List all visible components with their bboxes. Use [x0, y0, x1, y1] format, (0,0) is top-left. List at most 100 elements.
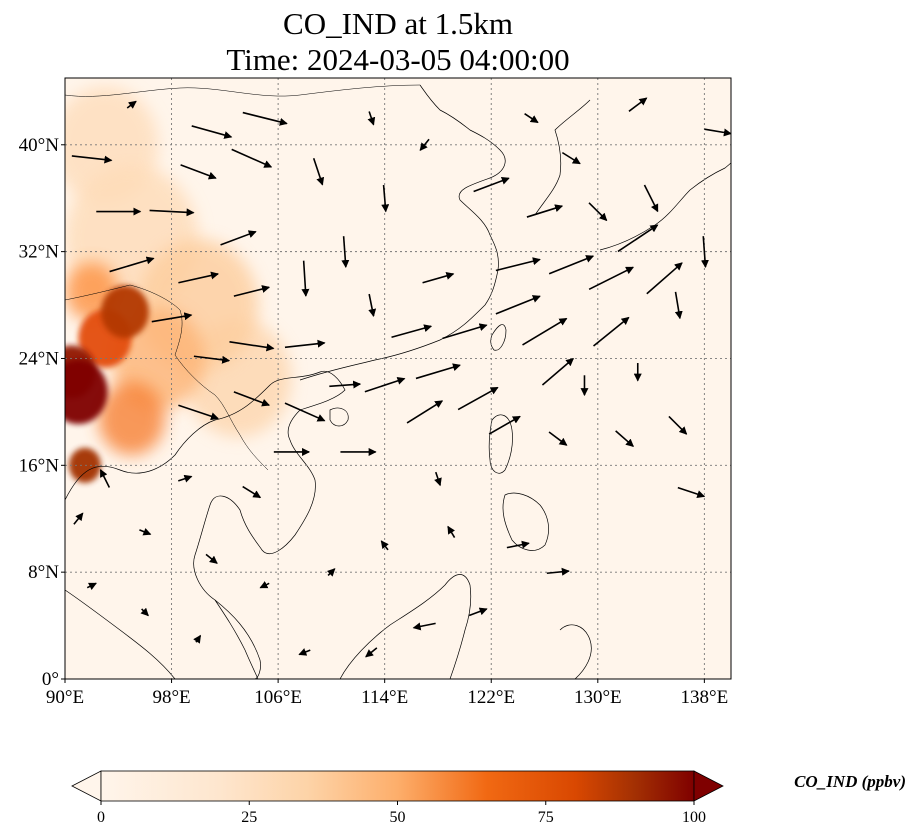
coastline-china: [299, 84, 506, 381]
wind-arrow: [646, 262, 683, 295]
coastline-sumatra: [65, 589, 176, 679]
wind-arrow: [178, 404, 219, 421]
wind-arrow: [588, 266, 635, 291]
wind-arrow: [415, 363, 461, 380]
colorbar-tick-label: 0: [97, 809, 105, 826]
wind-arrow: [298, 648, 311, 656]
wind-arrow: [526, 204, 564, 218]
wind-arrow: [593, 316, 630, 347]
x-tick-label: 114°E: [361, 687, 408, 708]
coastline-philippines-south: [502, 492, 549, 551]
wind-arrow: [284, 402, 326, 422]
wind-arrow: [506, 540, 530, 549]
wind-arrow: [406, 400, 444, 424]
wind-vectors: [71, 97, 731, 658]
wind-arrow: [488, 415, 521, 435]
wind-arrow: [700, 236, 709, 269]
coastlines: [65, 84, 731, 679]
coastline-luzon: [488, 414, 513, 474]
y-tick-label: 0°: [42, 669, 59, 690]
wind-arrow: [380, 540, 389, 551]
wind-arrow: [312, 158, 325, 186]
wind-arrow: [109, 256, 155, 273]
wind-arrow: [524, 113, 539, 124]
wind-arrow: [326, 568, 336, 577]
wind-arrow: [73, 512, 84, 525]
wind-arrow: [259, 581, 270, 589]
y-tick-label: 16°N: [19, 455, 60, 476]
wind-arrow: [233, 285, 271, 297]
wind-arrow: [546, 567, 570, 576]
wind-arrow: [193, 355, 231, 364]
wind-arrow: [588, 202, 608, 222]
wind-arrow: [365, 647, 378, 658]
coastline-indochina: [65, 370, 346, 679]
wind-arrow: [139, 527, 152, 536]
wind-arrow: [677, 486, 706, 499]
wind-arrow: [178, 474, 193, 483]
coastline-japan: [599, 162, 731, 251]
wind-arrow: [368, 293, 377, 318]
wind-arrow: [229, 341, 275, 352]
title-line-2: Time: 2024-03-05 04:00:00: [226, 42, 569, 77]
colorbar-tick-label: 75: [538, 809, 554, 826]
wind-arrow: [242, 485, 262, 499]
y-tick-label: 40°N: [19, 135, 60, 156]
wind-arrow: [704, 128, 731, 137]
x-tick-label: 122°E: [467, 687, 515, 708]
wind-arrow: [180, 164, 217, 180]
wind-arrow: [561, 151, 581, 165]
wind-arrow: [329, 380, 362, 389]
wind-arrow: [495, 257, 541, 272]
wind-arrow: [495, 295, 541, 315]
coastline-korea: [534, 99, 591, 216]
concentration-hotspot: [68, 447, 101, 483]
title-line-1: CO_IND at 1.5km: [283, 6, 513, 41]
wind-arrow: [548, 431, 568, 446]
coastline-borneo: [339, 574, 472, 679]
wind-arrow: [149, 208, 195, 217]
wind-arrow: [457, 386, 499, 411]
coastline-hainan: [329, 407, 349, 427]
x-axis-ticks: 90°E 98°E 106°E 114°E 122°E 130°E 138°E: [46, 679, 728, 708]
wind-arrow: [643, 184, 659, 213]
wind-arrow: [412, 622, 436, 631]
wind-arrow: [628, 97, 648, 112]
y-tick-label: 24°N: [19, 348, 60, 369]
concentration-hotspot: [100, 285, 149, 339]
coastline-malay-peninsula: [214, 599, 259, 679]
wind-arrow: [615, 430, 634, 447]
colorbar-ramp: [100, 770, 695, 802]
wind-arrow: [447, 525, 456, 539]
x-tick-label: 98°E: [152, 687, 190, 708]
colorbar-tick-label: 50: [390, 809, 406, 826]
colorbar-extend-max: [693, 770, 724, 802]
wind-arrow: [341, 236, 350, 269]
colorbar-label: CO_IND (ppbv): [794, 772, 906, 791]
wind-arrow: [151, 312, 193, 323]
wind-arrow: [191, 125, 233, 139]
wind-arrow: [140, 607, 149, 617]
x-tick-label: 138°E: [681, 687, 729, 708]
gridlines: [65, 78, 731, 679]
colorbar-extend-min: [71, 770, 102, 802]
wind-arrow: [205, 553, 218, 564]
wind-arrow: [617, 224, 659, 253]
colorbar-tick-label: 100: [682, 809, 706, 826]
colorbar-ticks: 0 25 50 75 100: [97, 801, 706, 826]
colorbar-tick-label: 25: [241, 809, 257, 826]
wind-arrow: [193, 634, 202, 644]
wind-arrow: [364, 376, 406, 393]
wind-arrow: [178, 271, 219, 284]
wind-arrow: [242, 111, 288, 126]
border-tibet: [65, 284, 183, 356]
wind-arrow: [233, 391, 271, 407]
wind-arrow: [434, 471, 442, 487]
wind-arrow: [548, 255, 595, 275]
map-frame: [64, 77, 732, 680]
wind-arrow: [522, 317, 568, 346]
wind-arrow: [674, 291, 683, 320]
wind-arrow: [422, 272, 455, 284]
wind-arrow: [391, 324, 433, 339]
